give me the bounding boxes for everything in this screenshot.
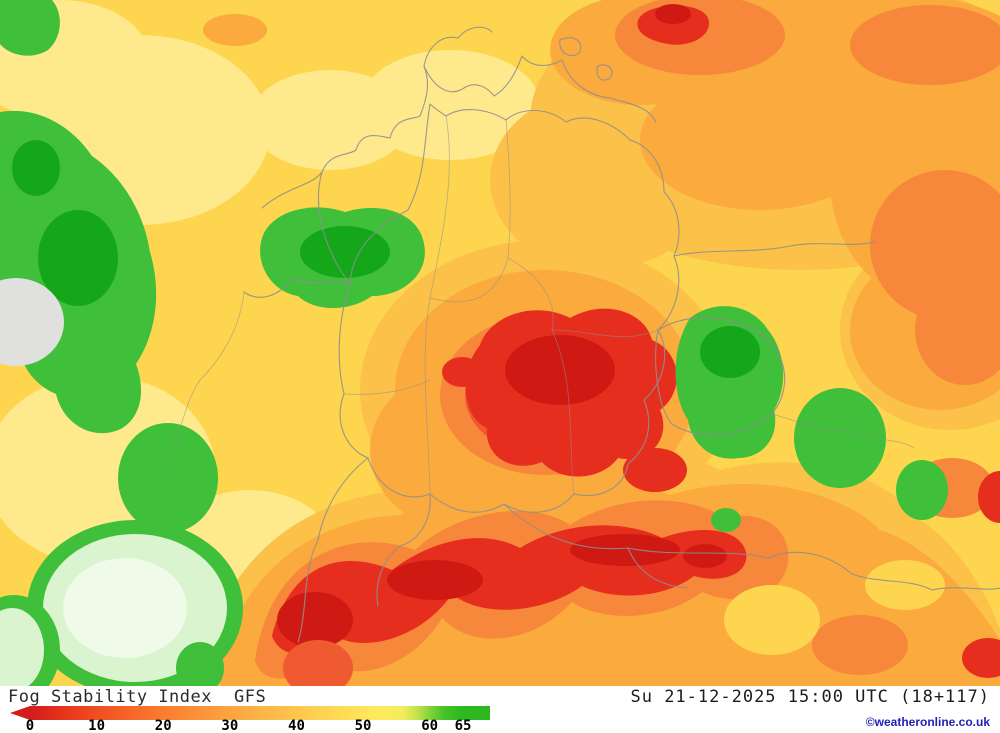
orange-layer <box>200 0 1000 686</box>
legend-bar: Fog Stability Index GFS Su 21-12-2025 15:… <box>0 686 1000 733</box>
scale-tick: 20 <box>154 718 172 733</box>
border-layer <box>159 26 1000 643</box>
attribution-watermark: ©weatheronline.co.uk <box>865 715 990 729</box>
legend-title: Fog Stability Index GFS <box>8 687 266 707</box>
weather-map-svg <box>0 0 1000 686</box>
parameter-label: Fog Stability Index <box>8 687 212 707</box>
scale-tick: 10 <box>88 718 106 733</box>
scale-tick: 50 <box>354 718 372 733</box>
scale-tick: 0 <box>25 718 35 733</box>
scale-tick: 40 <box>288 718 305 733</box>
scale-arrow-icon <box>10 706 30 720</box>
color-scale-bar <box>30 706 490 720</box>
model-label: GFS <box>233 687 267 707</box>
map-area <box>0 0 1000 686</box>
datetime-label: Su 21-12-2025 15:00 UTC (18+117) <box>630 687 990 707</box>
scale-tick: 65 <box>454 718 472 733</box>
red-layer <box>272 4 1000 686</box>
pale-green-layer <box>0 520 243 686</box>
scale-ticks: 0 10 20 30 40 50 60 65 <box>26 718 500 733</box>
scale-tick: 60 <box>421 718 439 733</box>
gray-patch-layer <box>0 278 64 366</box>
scale-tick: 30 <box>221 718 239 733</box>
